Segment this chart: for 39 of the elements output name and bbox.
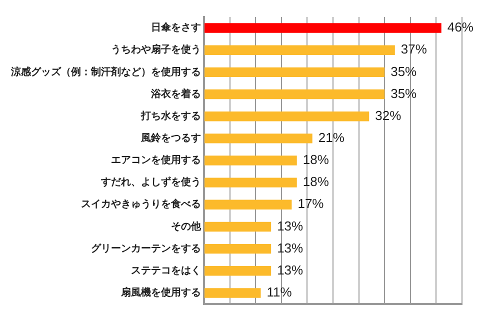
bar xyxy=(204,111,370,122)
bar xyxy=(204,222,272,232)
data-label: 32% xyxy=(375,108,402,123)
data-label: 37% xyxy=(400,42,428,57)
bar xyxy=(204,134,312,144)
y-tick-label: 浴衣を着る xyxy=(150,88,201,100)
y-tick-label: すだれ、よしずを使う xyxy=(100,176,201,188)
y-tick-label: スイカやきゅうりを食べる xyxy=(81,198,201,210)
data-label: 17% xyxy=(298,196,324,212)
y-tick-label: うちわや扇子を使う xyxy=(111,44,201,56)
bar xyxy=(204,200,292,210)
y-tick-label: 風鈴をつるす xyxy=(140,132,201,144)
y-tick-label: 扇風機を使用する xyxy=(120,286,201,299)
data-label: 35% xyxy=(390,86,418,101)
bar xyxy=(204,266,272,276)
data-label: 46% xyxy=(447,20,474,35)
y-tick-label: グリーンカーテンをする xyxy=(91,242,201,254)
y-tick-label: ステテコをはく xyxy=(131,265,201,276)
bar xyxy=(204,67,385,78)
data-label: 21% xyxy=(318,130,345,145)
y-tick-label: その他 xyxy=(171,220,202,232)
data-label: 18% xyxy=(302,174,330,190)
data-label: 13% xyxy=(277,240,304,256)
y-tick-label: 日傘をさす xyxy=(151,22,201,34)
y-tick-label: 涼感グッズ（例：制汗剤など）を使用する xyxy=(10,66,201,78)
data-label: 13% xyxy=(277,218,304,234)
bar xyxy=(204,45,395,55)
bar xyxy=(204,23,442,33)
data-label: 11% xyxy=(266,284,292,300)
data-label: 13% xyxy=(277,262,304,278)
data-label: 18% xyxy=(302,152,330,168)
bar xyxy=(204,288,261,298)
bar xyxy=(204,89,385,100)
y-tick-label: 打ち水をする xyxy=(140,110,201,122)
bar xyxy=(204,178,297,188)
data-label: 35% xyxy=(390,64,418,79)
bar xyxy=(204,244,272,254)
y-tick-label: エアコンを使用する xyxy=(111,154,201,166)
bar xyxy=(204,156,297,166)
